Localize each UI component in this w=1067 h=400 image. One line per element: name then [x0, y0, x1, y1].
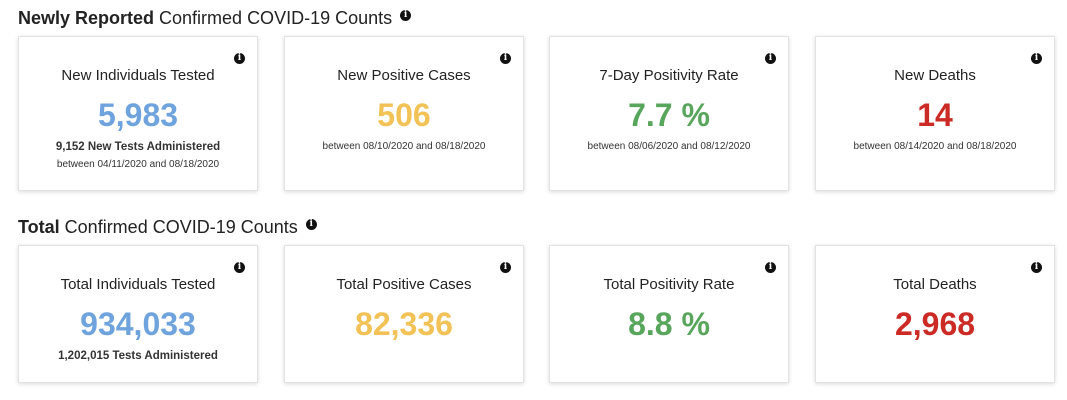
info-icon[interactable]: i [234, 53, 245, 64]
info-icon[interactable]: i [1031, 262, 1042, 273]
heading-bold: Newly Reported [18, 8, 155, 28]
info-icon[interactable]: i [765, 262, 776, 273]
card-date-range: between 04/11/2020 and 08/18/2020 [56, 159, 220, 170]
card-date-range: between 08/06/2020 and 08/12/2020 [587, 141, 751, 152]
card-new-deaths: i New Deaths 14 between 08/14/2020 and 0… [815, 36, 1055, 191]
card-value: 5,983 [97, 97, 179, 133]
total-heading: Total Confirmed COVID-19 Counts i [18, 217, 317, 238]
heading-bold: Total [18, 217, 60, 237]
card-subtext: 9,152 New Tests Administered [55, 141, 221, 153]
card-new-individuals-tested: i New Individuals Tested 5,983 9,152 New… [18, 36, 258, 191]
card-title: Total Positive Cases [336, 276, 472, 293]
card-value: 82,336 [355, 306, 453, 342]
card-title: 7-Day Positivity Rate [599, 67, 739, 84]
card-value: 934,033 [80, 306, 196, 342]
heading-rest: Confirmed COVID-19 Counts [64, 217, 298, 237]
card-value: 7.7 % [628, 97, 710, 133]
card-total-individuals-tested: i Total Individuals Tested 934,033 1,202… [18, 245, 258, 383]
heading-rest: Confirmed COVID-19 Counts [159, 8, 393, 28]
info-icon[interactable]: i [500, 262, 511, 273]
card-subtext: 1,202,015 Tests Administered [58, 350, 218, 362]
card-total-deaths: i Total Deaths 2,968 [815, 245, 1055, 383]
card-value: 14 [917, 97, 953, 133]
card-title: New Positive Cases [337, 67, 471, 84]
info-icon[interactable]: i [765, 53, 776, 64]
card-value: 506 [377, 97, 431, 133]
card-title: New Individuals Tested [61, 67, 215, 84]
info-icon[interactable]: i [305, 219, 317, 230]
card-title: New Deaths [894, 67, 976, 84]
card-title: Total Deaths [893, 276, 977, 293]
card-7-day-positivity-rate: i 7-Day Positivity Rate 7.7 % between 08… [549, 36, 789, 191]
newly-reported-heading: Newly Reported Confirmed COVID-19 Counts… [18, 8, 412, 29]
card-total-positivity-rate: i Total Positivity Rate 8.8 % [549, 245, 789, 383]
info-icon[interactable]: i [1031, 53, 1042, 64]
info-icon[interactable]: i [400, 10, 412, 21]
card-title: Total Individuals Tested [60, 276, 216, 293]
info-icon[interactable]: i [234, 262, 245, 273]
card-date-range: between 08/14/2020 and 08/18/2020 [853, 141, 1017, 152]
card-value: 8.8 % [628, 306, 710, 342]
card-new-positive-cases: i New Positive Cases 506 between 08/10/2… [284, 36, 524, 191]
card-title: Total Positivity Rate [603, 276, 735, 293]
card-date-range: between 08/10/2020 and 08/18/2020 [322, 141, 486, 152]
info-icon[interactable]: i [500, 53, 511, 64]
card-value: 2,968 [894, 306, 976, 342]
card-total-positive-cases: i Total Positive Cases 82,336 [284, 245, 524, 383]
